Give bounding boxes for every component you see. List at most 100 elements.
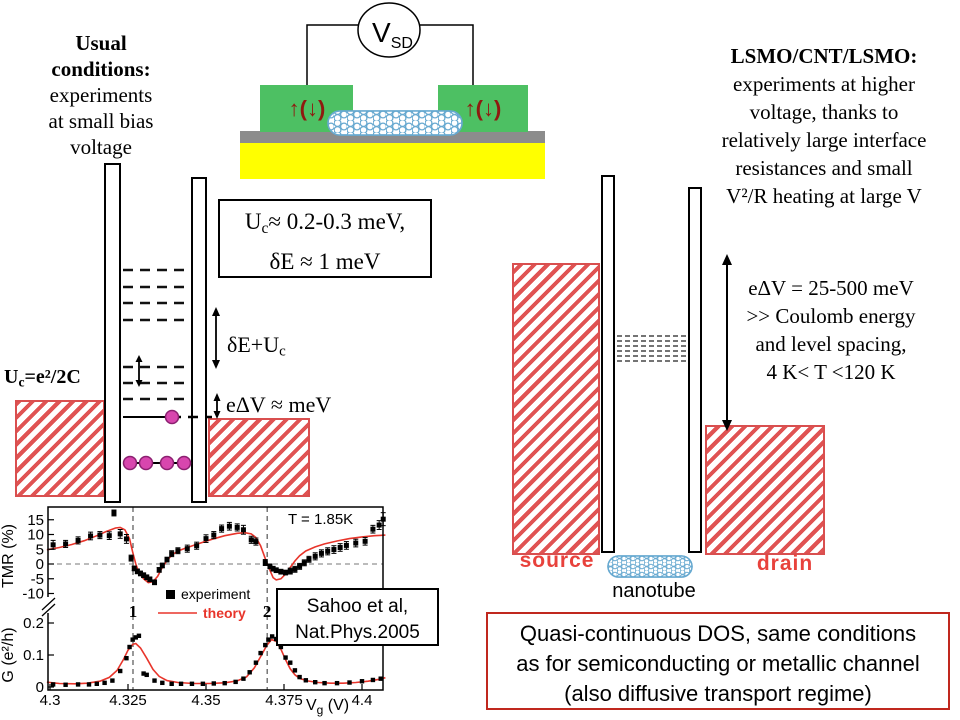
left-diagram-barrier-right (191, 177, 207, 503)
lsmo-title: LSMO/CNT/LSMO: (730, 44, 918, 68)
tmr-experiment-point (325, 548, 331, 554)
g-experiment-point (152, 678, 157, 683)
g-experiment-point (359, 679, 365, 684)
uc-formula: Uc=e²/2C (4, 366, 114, 390)
high-voltage-text: eΔV = 25-500 meV >> Coulomb energy and l… (702, 274, 960, 386)
temperature-range-line: 4 K< T <120 K (766, 360, 896, 384)
uc-value-box: Uc≈ 0.2-0.3 meV, δE ≈ 1 meV (218, 199, 432, 278)
tmr-tick-label: 10 (27, 527, 44, 544)
tmr-experiment-point (343, 542, 349, 548)
tmr-experiment-point (131, 565, 137, 571)
tmr-experiment-point (203, 536, 209, 542)
tmr-experiment-point (88, 533, 94, 539)
wire-left (306, 24, 358, 85)
spin-label-left: ↑(↓) (289, 96, 326, 121)
tmr-experiment-point (111, 510, 117, 516)
g-experiment-point (141, 671, 146, 676)
deuc-arrow (212, 307, 220, 369)
dos-conclusion-box: Quasi-continuous DOS, same conditions as… (486, 612, 950, 710)
tmr-experiment-point (297, 563, 303, 569)
g-experiment-point (50, 682, 56, 687)
lsmo-line1: experiments at higher (733, 72, 915, 96)
tmr-experiment-point (301, 560, 307, 566)
tmr-experiment-point (353, 540, 359, 546)
substrate-layer (240, 143, 545, 179)
lsmo-text: LSMO/CNT/LSMO: experiments at higher vol… (688, 42, 960, 210)
edv-label: eΔV ≈ meV (226, 392, 332, 417)
right-diagram-overlay (607, 254, 732, 578)
left-diagram-overlay (122, 268, 221, 471)
tmr-experiment-point (184, 546, 190, 552)
uc-box-line1: Uc≈ 0.2-0.3 meV, (244, 209, 406, 237)
g-experiment-point (253, 660, 259, 665)
citation-box: Sahoo et al, Nat.Phys.2005 (276, 588, 439, 646)
citation-line2: Nat.Phys.2005 (295, 622, 420, 643)
g-experiment-point (189, 681, 195, 686)
tmr-experiment-point (270, 566, 276, 572)
x-axis-label: Vg (V) (306, 697, 349, 717)
g-experiment-point (144, 672, 149, 678)
tmr-experiment-point (211, 532, 217, 538)
g-experiment-point (370, 677, 376, 683)
g-experiment-point (266, 637, 271, 642)
edv-large-arrow (722, 254, 732, 431)
g-experiment-point (127, 644, 132, 650)
usual-line2: conditions: (51, 57, 151, 81)
nanotube-label: nanotube (612, 580, 696, 602)
tmr-plot: 4.3 4.325 4.35 4.375 4.4151050-5-100.20.10TM… (0, 506, 386, 717)
tmr-experiment-point (152, 579, 158, 585)
g-experiment-point (169, 681, 174, 686)
right-diagram-barrier-right (688, 187, 702, 553)
tmr-experiment-point (175, 548, 181, 554)
electron-dot (176, 455, 192, 471)
lsmo-line4: resistances and small (735, 156, 913, 180)
tmr-experiment-point (306, 556, 312, 562)
g-experiment-point (63, 682, 68, 687)
lsmo-line3: relatively large interface (721, 128, 927, 152)
tmr-experiment-point (278, 569, 284, 575)
device-schematic: VSD ↑(↓) ↑(↓) (240, 2, 545, 179)
usual-conditions-text: Usual conditions: experiments at small b… (6, 30, 196, 160)
g-experiment-point (269, 634, 275, 639)
tmr-experiment-point (169, 551, 175, 557)
temperature-label: T = 1.85K (288, 511, 353, 528)
tmr-experiment-point (219, 526, 225, 532)
uc-formula-base: U (4, 366, 19, 388)
g-tick-label: 0.1 (23, 647, 44, 664)
usual-line4: at small bias (48, 109, 154, 133)
discrete-levels-upper (123, 268, 191, 322)
tmr-tick-label: -10 (22, 586, 44, 603)
right-diagram-barrier-left (601, 175, 615, 553)
tmr-experiment-point (123, 536, 129, 542)
x-tick-label: 4.325 (109, 692, 147, 709)
electron-dot (164, 409, 180, 425)
tmr-experiment-point (147, 576, 153, 582)
tmr-experiment-point (331, 547, 337, 553)
g-experiment-point (86, 682, 92, 687)
tmr-experiment-point (234, 524, 240, 530)
g-experiment-point (233, 679, 238, 685)
electron-dot (138, 455, 154, 471)
g-experiment-point (178, 681, 184, 686)
g-experiment-point (313, 680, 318, 685)
tmr-experiment-point (262, 560, 268, 566)
filled-level-line (122, 455, 192, 471)
tmr-experiment-point (362, 538, 368, 544)
region-label: 2 (263, 602, 272, 621)
g-experiment-point (263, 642, 268, 648)
voltmeter-circle (357, 2, 421, 58)
edv-arrow (213, 393, 221, 419)
g-tick-label: 0.2 (23, 615, 44, 632)
usual-line3: experiments (49, 83, 153, 107)
usual-line1: Usual (75, 31, 127, 55)
tmr-experiment-point (106, 533, 112, 539)
g-experiment-point (160, 680, 165, 686)
tmr-tick-label: 0 (36, 556, 44, 573)
x-tick-label: 4.35 (191, 692, 220, 709)
source-label: source (519, 549, 595, 572)
axis-break (41, 603, 56, 617)
uc-formula-rest: =e²/2C (24, 366, 81, 388)
g-experiment-point (297, 674, 302, 680)
g-experiment-point (347, 680, 352, 685)
